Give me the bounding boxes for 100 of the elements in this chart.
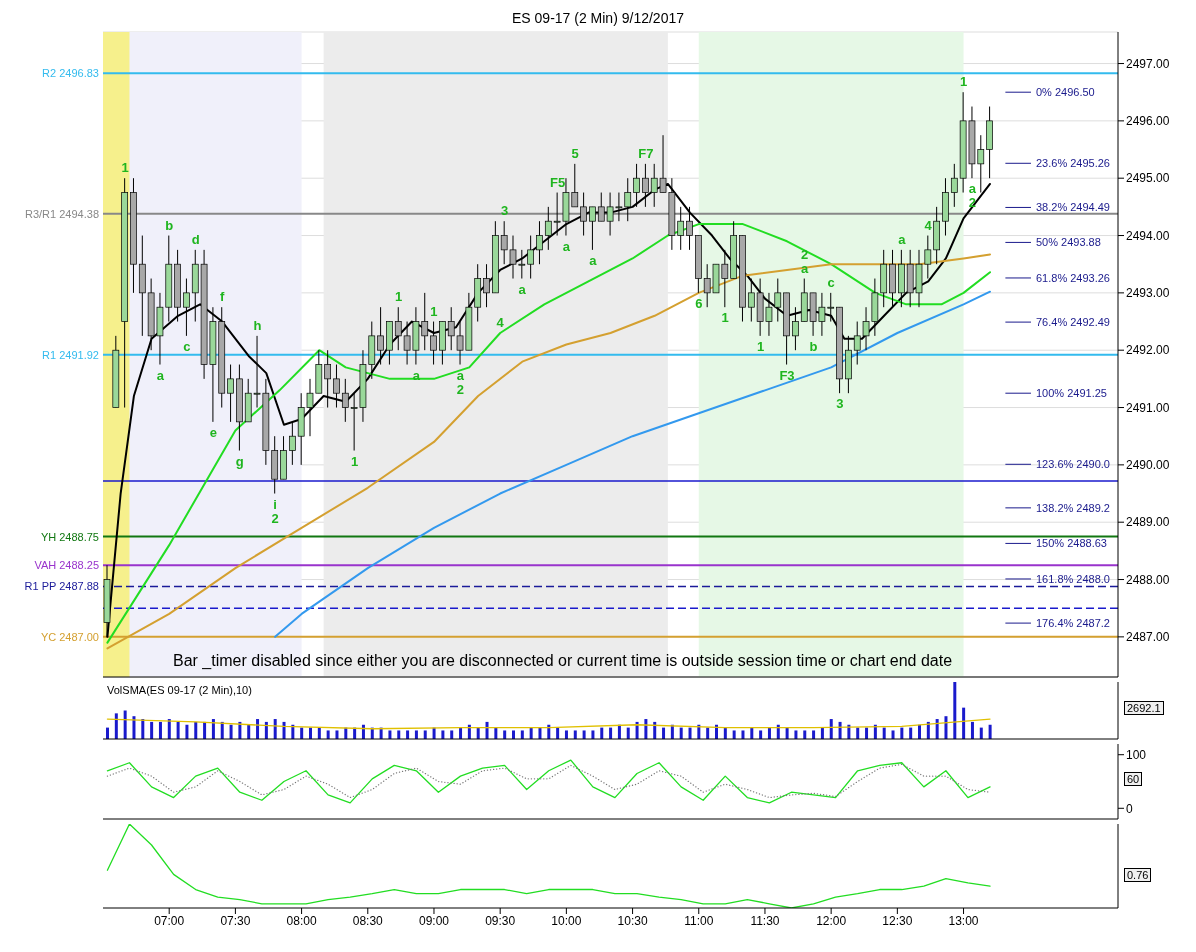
candlestick [580,192,587,237]
x-tick-label: 10:00 [551,913,582,928]
annotation: f [219,289,225,305]
y-tick-label: 2488.00 [1126,572,1170,587]
bar [185,724,189,739]
candlestick [536,220,543,265]
bar [503,730,507,739]
x-tick-label: 09:30 [485,913,516,928]
bar [732,730,736,739]
x-tick-label: 10:30 [617,913,648,928]
annotation: F7 [638,145,654,161]
annotation: 1 [756,338,765,354]
bar [423,730,427,739]
ref-line-label: 0% 2496.50 [1035,86,1095,99]
bar [812,730,816,739]
bar [953,682,957,739]
annotation: a [562,238,571,254]
annotation: c [827,274,835,290]
annotation: 2 [801,246,809,262]
ref-line-label: 100% 2491.25 [1035,387,1107,400]
y-tick-label: 100 [1126,747,1147,762]
y-tick-label: 2491.00 [1126,400,1170,415]
candlestick [483,263,490,308]
annotation: 3 [500,203,509,219]
annotation: a [589,252,598,268]
y-tick-label: 2490.00 [1126,458,1170,473]
y-tick-label: 2487.00 [1126,630,1170,645]
y-tick-label: 2493.00 [1126,286,1170,301]
x-tick-label: 13:00 [948,913,979,928]
annotation: 4 [496,315,505,330]
bar [441,730,445,739]
annotation: 1 [395,289,403,305]
annotation: 6 [695,295,703,311]
annotation: 3 [836,396,844,412]
candlestick [227,364,234,423]
annotation: h [253,317,262,333]
bar [573,730,577,739]
candlestick [430,321,437,366]
bar [759,730,763,739]
bar [944,716,948,739]
annotation: a [156,367,165,383]
annotation: b [809,338,818,354]
annotation: a [898,231,907,247]
bar [591,730,595,739]
candlestick [377,306,384,366]
ref-line-label: 38.2% 2494.49 [1035,201,1110,214]
x-tick-label: 07:30 [220,913,251,928]
y-tick-label: 2489.00 [1126,515,1170,530]
bar [962,707,966,739]
text: 0.76 [1124,868,1152,882]
bar [970,721,974,739]
ref-line-label: R2 2496.83 [42,67,99,80]
annotation: 2 [456,381,465,397]
candlestick [289,421,296,466]
bar [582,730,586,739]
candlestick [589,206,596,251]
text: 60 [1124,772,1143,786]
x-tick-label: 11:30 [750,913,780,928]
annotation: 1 [430,303,438,319]
annotation: 1 [350,453,359,469]
bar [803,730,807,739]
bar [158,721,162,739]
annotation: F3 [779,367,795,383]
candlestick [792,306,799,351]
bar [794,730,798,739]
x-tick-label: 07:00 [154,913,185,928]
bar [520,730,524,739]
y-tick-label: 2497.00 [1126,56,1170,71]
chart-title: VolSMA(ES 09-17 (2 Min),10) [107,684,252,696]
ref-line-label: 123.6% 2490.0 [1035,458,1110,471]
annotation: e [209,424,217,440]
ref-line-label: 23.6% 2495.26 [1035,157,1110,170]
ref-line-label: R1 2491.92 [42,348,99,361]
annotation: a [456,367,465,383]
annotation: a [518,281,527,297]
bar [829,719,833,739]
candlestick [183,278,190,337]
ref-line-label: 61.8% 2493.26 [1035,271,1110,284]
annotation: b [165,217,174,233]
annotation: i [273,496,277,512]
annotation: d [191,231,200,247]
annotation: 5 [571,145,579,161]
y-tick-label: 2494.00 [1126,228,1170,243]
bar [564,730,568,739]
x-tick-label: 08:00 [286,913,317,928]
bar [114,713,118,739]
y-tick-label: 2496.00 [1126,114,1170,129]
bar [388,730,392,739]
ref-line-label: 76.4% 2492.49 [1035,316,1110,329]
annotation: a [968,181,977,197]
ref-line-label: 161.8% 2488.0 [1035,572,1110,585]
bar [335,730,339,739]
candlestick [527,235,534,280]
annotation: c [183,338,191,354]
bar [891,730,895,739]
bar [176,721,180,739]
bar [988,724,992,739]
bar [935,719,939,739]
candlestick [686,206,693,251]
y-tick-label: 0 [1126,801,1133,816]
